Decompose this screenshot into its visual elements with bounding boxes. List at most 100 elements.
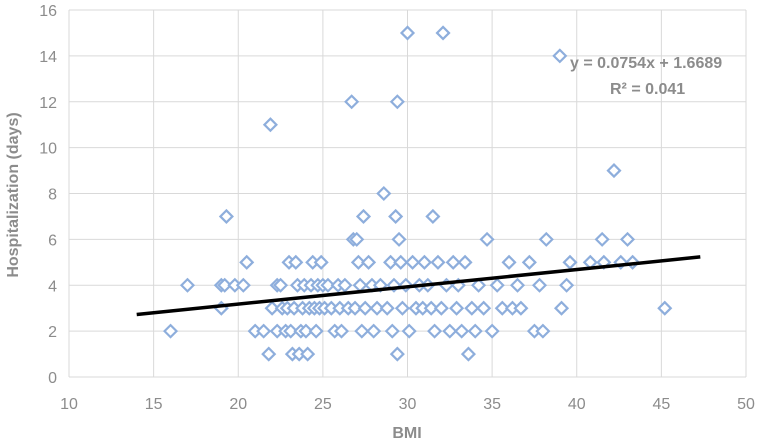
data-point (239, 254, 255, 270)
data-point (393, 254, 409, 270)
data-point (521, 254, 537, 270)
data-point (399, 25, 416, 41)
data-point (435, 25, 451, 41)
x-tick-label: 30 (399, 396, 417, 413)
x-tick-label: 35 (483, 396, 501, 413)
data-point (283, 323, 299, 339)
data-point (369, 300, 385, 316)
data-point (484, 323, 500, 339)
x-axis-ticks: 10 15 20 25 30 35 40 45 50 (60, 396, 755, 413)
data-point (467, 323, 483, 339)
data-point (347, 300, 363, 316)
data-point (531, 277, 548, 293)
data-point (552, 48, 568, 64)
trendline (136, 255, 701, 317)
data-point (559, 277, 575, 293)
y-tick-label: 10 (39, 141, 57, 158)
x-tick-label: 50 (737, 396, 755, 413)
data-point (423, 300, 439, 316)
data-point (619, 231, 636, 247)
y-tick-label: 4 (48, 278, 57, 295)
y-tick-label: 12 (39, 95, 57, 112)
data-point (553, 300, 570, 316)
x-tick-label: 45 (652, 396, 670, 413)
data-point (355, 208, 372, 224)
data-point (535, 323, 551, 339)
data-point (352, 277, 368, 293)
data-point (401, 323, 417, 339)
data-point (366, 323, 382, 339)
gridlines (68, 9, 747, 378)
data-point (389, 346, 405, 362)
data-point (262, 117, 278, 133)
data-point (538, 231, 554, 247)
data-point (217, 277, 233, 293)
x-tick-label: 10 (60, 396, 78, 413)
data-point (391, 231, 407, 247)
data-point (388, 208, 404, 224)
data-point (449, 300, 465, 316)
data-point (273, 277, 289, 293)
data-point (300, 346, 316, 362)
data-point (442, 323, 458, 339)
data-point (162, 323, 179, 339)
data-point (594, 231, 610, 247)
y-tick-label: 0 (48, 370, 57, 387)
y-tick-label: 6 (48, 232, 57, 249)
data-point (333, 323, 350, 339)
data-point (454, 323, 470, 339)
data-point (606, 163, 622, 179)
data-point (379, 300, 395, 316)
data-point (471, 277, 487, 293)
data-point (337, 277, 353, 293)
data-point (179, 277, 196, 293)
data-point (460, 346, 476, 362)
data-point (256, 323, 272, 339)
r-squared-label: R² = 0.041 (610, 81, 685, 98)
data-point (288, 254, 304, 270)
data-point (430, 254, 446, 270)
data-point (464, 300, 480, 316)
data-point (298, 323, 314, 339)
data-points (162, 25, 673, 362)
data-point (264, 300, 280, 316)
y-axis-ticks: 0 2 4 6 8 10 12 14 16 (39, 3, 57, 387)
y-axis-title: Hospitalization (days) (5, 112, 22, 277)
data-point (494, 300, 510, 316)
x-tick-label: 25 (314, 396, 332, 413)
data-point (320, 277, 336, 293)
data-point (383, 254, 399, 270)
data-point (433, 300, 449, 316)
data-point (354, 323, 370, 339)
data-point (657, 300, 673, 316)
data-point (384, 323, 400, 339)
data-point (513, 300, 529, 316)
data-point (425, 208, 441, 224)
data-point (308, 323, 324, 339)
trendline-equation: y = 0.0754x + 1.6689 (570, 55, 722, 72)
data-point (509, 277, 526, 293)
data-point (235, 277, 251, 293)
y-tick-label: 16 (39, 3, 57, 20)
data-point (457, 254, 473, 270)
data-point (357, 300, 373, 316)
x-tick-label: 20 (229, 396, 247, 413)
data-point (313, 254, 329, 270)
data-point (405, 254, 421, 270)
data-point (613, 254, 629, 270)
data-point (562, 254, 578, 270)
y-tick-label: 2 (48, 324, 57, 341)
x-tick-label: 40 (568, 396, 586, 413)
data-point (489, 277, 505, 293)
y-tick-label: 14 (39, 49, 57, 66)
data-point (389, 94, 405, 110)
x-axis-title: BMI (392, 425, 421, 442)
data-point (361, 254, 377, 270)
x-tick-label: 15 (145, 396, 163, 413)
data-point (479, 231, 495, 247)
data-point (218, 208, 234, 224)
data-point (350, 254, 366, 270)
data-point (445, 254, 461, 270)
data-point (261, 346, 277, 362)
